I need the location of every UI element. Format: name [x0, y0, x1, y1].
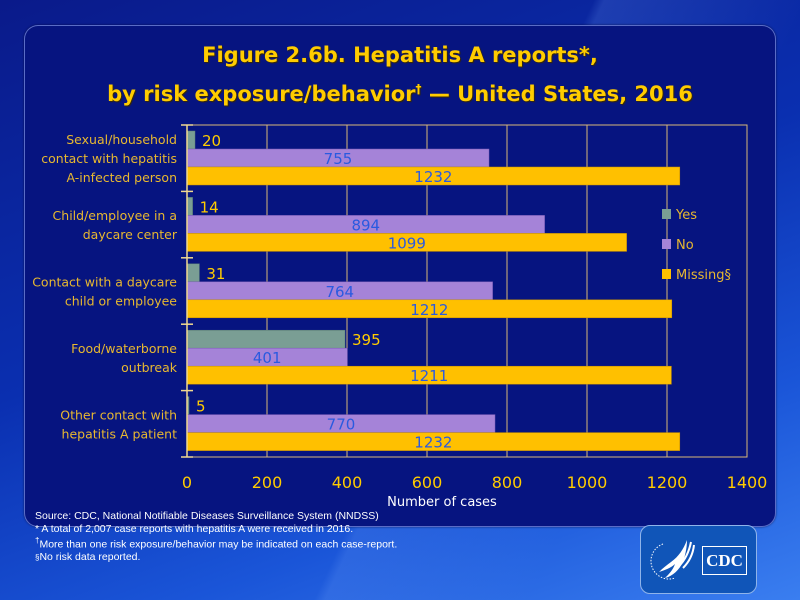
legend-swatch	[662, 209, 671, 219]
data-label-yes: 14	[200, 198, 219, 216]
bar-yes	[186, 329, 346, 349]
data-label-missing: 1211	[410, 367, 448, 385]
data-label-no: 764	[325, 283, 354, 301]
footnotes: Source: CDC, National Notifiable Disease…	[35, 510, 397, 565]
legend-swatch	[662, 239, 671, 249]
data-label-yes: 20	[202, 132, 221, 150]
section-symbol: §	[35, 553, 40, 562]
footnote-dagger: †More than one risk exposure/behavior ma…	[35, 535, 397, 551]
bar-yes	[186, 130, 196, 150]
legend-label: Missing§	[676, 268, 731, 283]
legend-swatch	[662, 269, 671, 279]
title-dagger: †	[415, 82, 422, 96]
x-tick-label: 400	[332, 473, 363, 492]
x-tick-label: 0	[182, 473, 192, 492]
title-line-2-suffix: — United States, 2016	[421, 82, 693, 106]
category-label: Sexual/household	[66, 132, 177, 147]
data-label-yes: 395	[352, 331, 381, 349]
data-label-missing: 1212	[410, 301, 448, 319]
chart-title: Figure 2.6b. Hepatitis A reports*, by ri…	[24, 38, 776, 111]
footnote-section: §No risk data reported.	[35, 551, 397, 565]
hhs-eagle-icon	[650, 540, 695, 580]
category-label: contact with hepatitis	[41, 151, 177, 166]
title-line-2-text: by risk exposure/behavior	[107, 82, 416, 106]
title-line-1: Figure 2.6b. Hepatitis A reports*,	[202, 43, 598, 67]
data-label-no: 755	[324, 150, 353, 168]
category-label: Other contact with	[60, 407, 177, 422]
legend: Yes No Missing§	[662, 208, 731, 283]
category-label: Food/waterborne	[71, 341, 177, 356]
data-label-no: 401	[253, 349, 282, 367]
cdc-logo: CDC	[640, 525, 757, 594]
footnote-section-text: No risk data reported.	[39, 551, 141, 563]
cdc-wordmark: CDC	[702, 546, 747, 575]
data-label-yes: 31	[206, 265, 225, 283]
x-axis-title: Number of cases	[387, 495, 497, 510]
legend-label: Yes	[675, 208, 697, 223]
legend-label: No	[676, 238, 694, 253]
bar-yes	[186, 263, 200, 283]
category-label: daycare center	[83, 227, 178, 242]
category-label: outbreak	[121, 360, 178, 375]
x-tick-label: 600	[412, 473, 443, 492]
x-tick-label: 1400	[727, 473, 768, 492]
footnote-total: * A total of 2,007 case reports with hep…	[35, 522, 354, 535]
category-label: child or employee	[65, 294, 177, 309]
footnote-dagger-text: More than one risk exposure/behavior may…	[39, 538, 398, 551]
x-tick-label: 1200	[647, 473, 688, 492]
data-labels: 20 755 1232 14 894 1099 31 764 1212 395 401 1211 5 77…	[196, 132, 452, 452]
data-label-missing: 1232	[414, 168, 452, 186]
title-line-2: by risk exposure/behavior† — United Stat…	[24, 72, 776, 111]
x-tick-label: 200	[252, 473, 283, 492]
data-label-no: 770	[327, 416, 356, 434]
dagger-symbol: †	[35, 536, 40, 545]
data-label-no: 894	[351, 216, 380, 234]
data-label-missing: 1232	[414, 434, 452, 452]
bar-yes	[186, 197, 193, 216]
source-note: Source: CDC, National Notifiable Disease…	[35, 510, 379, 522]
x-tick-label: 1000	[567, 473, 608, 492]
x-tick-label: 800	[492, 473, 523, 492]
category-label: Contact with a daycare	[32, 275, 177, 290]
category-labels: Sexual/household contact with hepatitis A-…	[32, 132, 178, 441]
category-label: Child/employee in a	[53, 208, 177, 223]
category-label: A-infected person	[67, 170, 178, 185]
data-label-yes: 5	[196, 398, 206, 416]
axes	[181, 124, 193, 458]
bars	[186, 130, 681, 451]
data-label-missing: 1099	[388, 234, 426, 252]
category-label: hepatitis A patient	[62, 426, 178, 441]
x-tick-labels: 0 200 400 600 800 1000 1200 1400	[182, 473, 767, 492]
